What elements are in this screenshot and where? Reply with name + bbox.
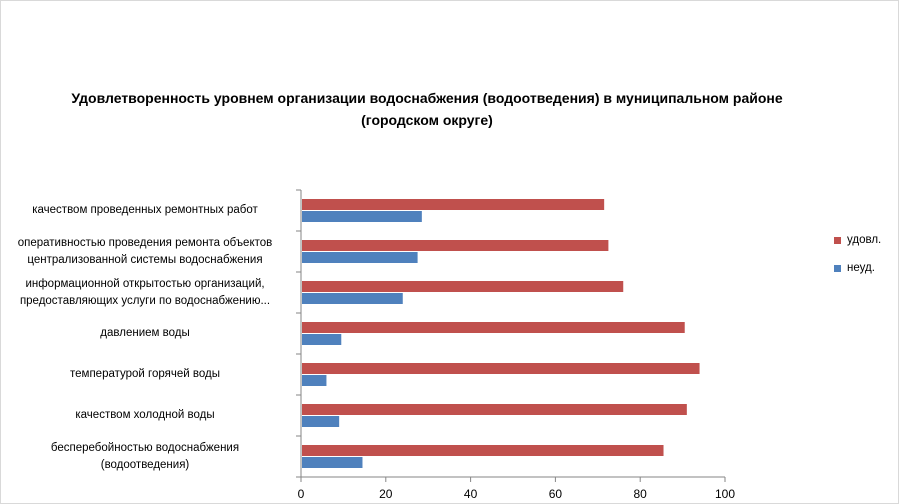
- bar-udovl-1: [302, 240, 609, 251]
- category-label-line: централизованной системы водоснабжения: [27, 253, 263, 266]
- category-label-line: давлением воды: [100, 327, 190, 339]
- chart-title-line-1: Удовлетворенность уровнем организации во…: [71, 90, 783, 106]
- category-label: температурой горячей воды: [0, 366, 290, 383]
- value-tick-label: 100: [714, 487, 736, 501]
- value-tick-label: 40: [463, 487, 478, 501]
- value-tick-label: 0: [297, 487, 305, 501]
- bar-udovl-2: [302, 281, 624, 292]
- bar-neud-5: [302, 416, 340, 427]
- legend-item: неуд.: [834, 260, 881, 276]
- bar-udovl-0: [302, 199, 605, 210]
- value-tick-label: 80: [633, 487, 647, 501]
- category-label-line: качеством холодной воды: [75, 409, 215, 421]
- category-label-line: предоставляющих услуги по водоснабжению.…: [19, 294, 271, 307]
- category-label: бесперебойностью водоснабжения (водоотвед…: [0, 440, 290, 474]
- bar-neud-6: [302, 457, 363, 468]
- category-label-line: информационной открытостью организаций,: [25, 277, 265, 290]
- bar-udovl-6: [302, 445, 664, 456]
- category-label: качеством проведенных ремонтных работ: [0, 202, 290, 219]
- bar-udovl-4: [302, 363, 700, 374]
- bar-neud-3: [302, 334, 342, 345]
- category-label-line: бесперебойностью водоснабжения: [50, 441, 240, 454]
- legend-label: удовл.: [847, 234, 882, 246]
- value-tick-label: 60: [548, 487, 563, 501]
- bar-neud-0: [302, 211, 422, 222]
- chart-title-line-2: (городском округе): [361, 112, 493, 128]
- value-tick-label: 20: [379, 487, 393, 501]
- category-label: качеством холодной воды: [0, 407, 290, 424]
- legend: удовл. неуд.: [834, 232, 881, 288]
- legend-label: неуд.: [847, 262, 875, 274]
- category-label-line: качеством проведенных ремонтных работ: [32, 204, 258, 216]
- bar-udovl-5: [302, 404, 687, 415]
- chart-title: Удовлетворенность уровнем организации во…: [60, 87, 794, 131]
- bar-neud-2: [302, 293, 403, 304]
- legend-swatch: [834, 264, 841, 272]
- category-label: информационной открытостью организаций, п…: [0, 276, 290, 310]
- category-label-line: (водоотведения): [100, 458, 190, 471]
- category-label-line: температурой горячей воды: [70, 368, 220, 380]
- category-label-line: оперативностью проведения ремонта объект…: [17, 236, 273, 249]
- legend-swatch: [834, 236, 841, 244]
- legend-item: удовл.: [834, 232, 881, 248]
- category-label: оперативностью проведения ремонта объект…: [0, 235, 290, 269]
- bar-neud-4: [302, 375, 327, 386]
- category-label: давлением воды: [0, 325, 290, 342]
- bar-neud-1: [302, 252, 418, 263]
- bar-udovl-3: [302, 322, 685, 333]
